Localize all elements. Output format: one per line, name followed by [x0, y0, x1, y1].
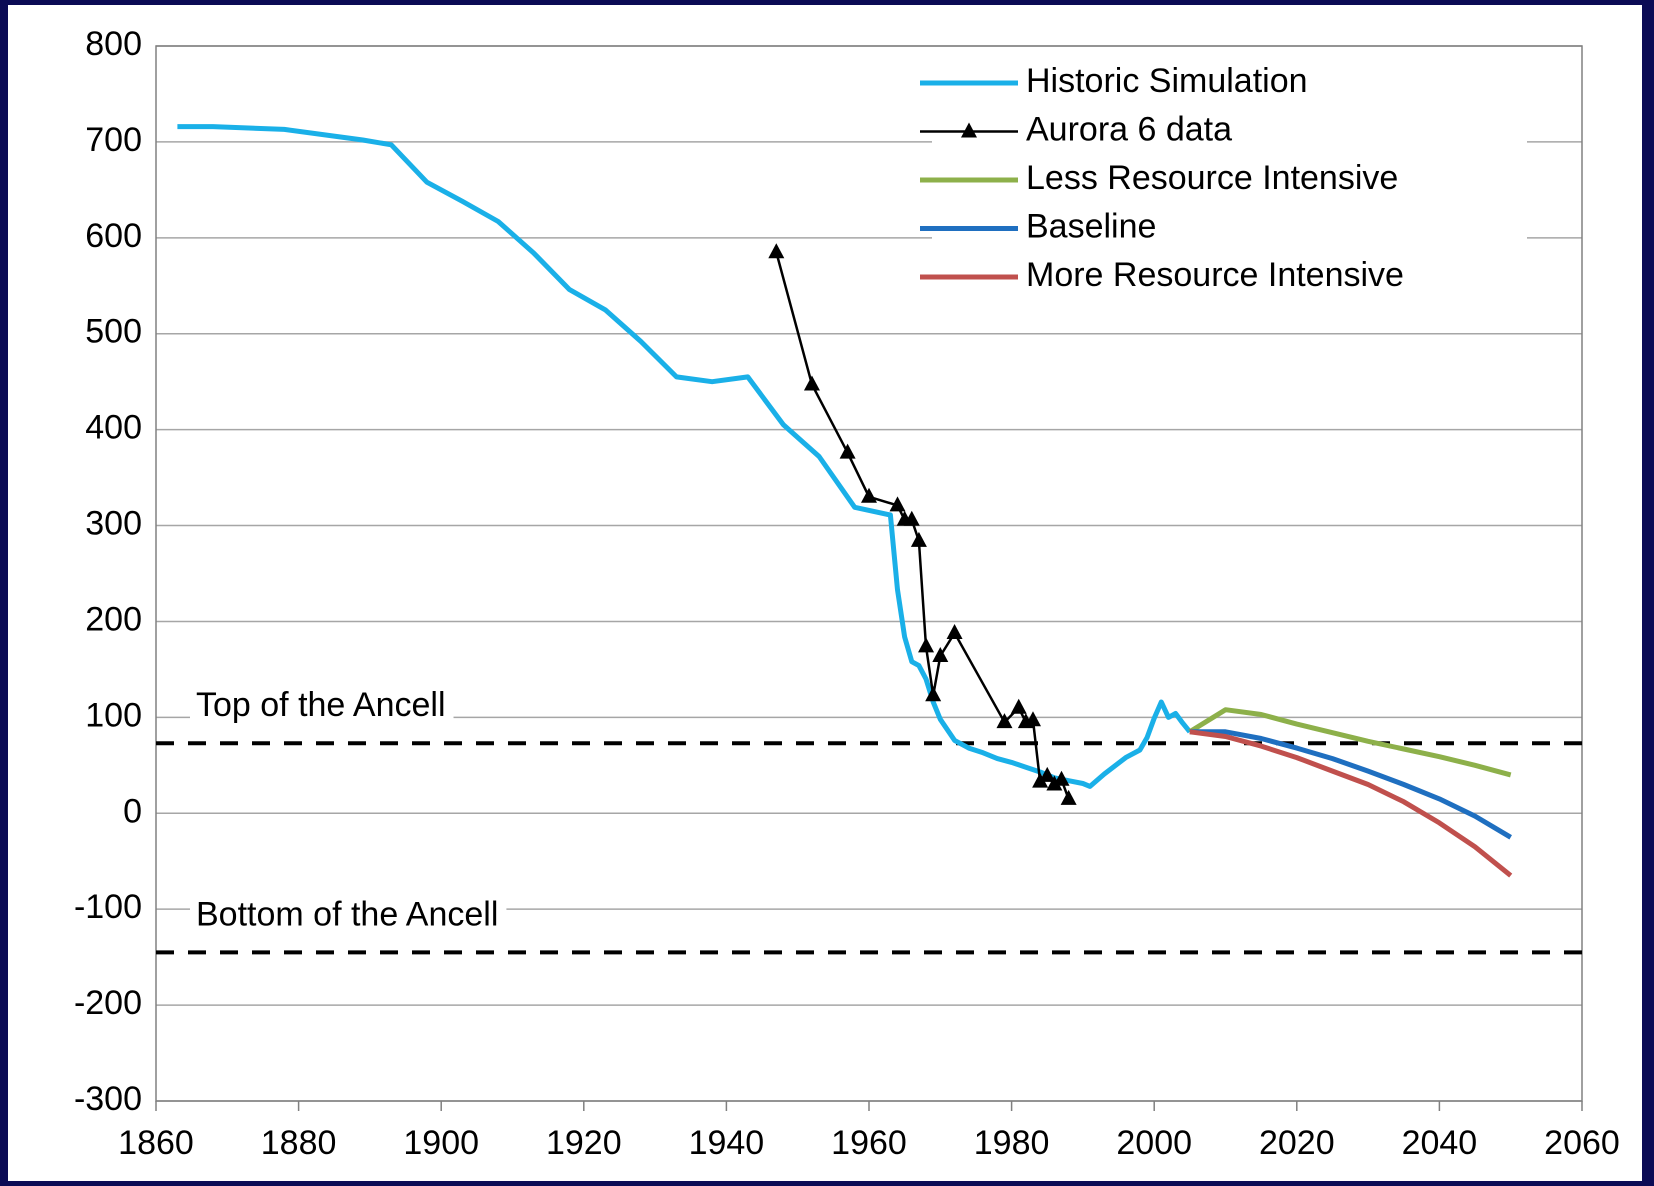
series-line — [1188, 707, 1512, 778]
marker — [768, 243, 785, 259]
x-tick-label: 1880 — [261, 1124, 337, 1162]
marker — [803, 375, 820, 391]
label-background — [190, 892, 507, 937]
marker — [903, 510, 920, 526]
y-tick-label: 200 — [85, 600, 142, 638]
marker — [910, 531, 927, 547]
x-tick-label: 2060 — [1544, 1124, 1620, 1162]
series-line — [177, 124, 1192, 789]
series-line — [1189, 729, 1512, 840]
x-tick-label: 2000 — [1116, 1124, 1192, 1162]
legend-box — [932, 55, 1527, 318]
marker — [1053, 770, 1070, 786]
y-tick-label: 100 — [85, 696, 142, 734]
y-tick-label: 800 — [85, 25, 142, 63]
legend-label: Historic Simulation — [1026, 62, 1308, 100]
marker — [1046, 775, 1063, 791]
y-tick-label: 600 — [85, 217, 142, 255]
legend-label: More Resource Intensive — [1026, 256, 1404, 294]
marker — [1024, 711, 1041, 727]
y-tick-label: 0 — [123, 792, 142, 830]
marker — [839, 443, 856, 459]
plot-border — [155, 45, 1583, 1102]
legend-label: Less Resource Intensive — [1026, 159, 1398, 197]
marker — [1032, 772, 1049, 788]
label-background — [190, 683, 454, 728]
legend-label: Aurora 6 data — [1026, 110, 1232, 148]
x-tick-label: 2020 — [1259, 1124, 1335, 1162]
x-tick-label: 1960 — [831, 1124, 907, 1162]
y-tick-label: -300 — [74, 1080, 142, 1118]
y-tick-label: -100 — [74, 888, 142, 926]
marker — [946, 623, 963, 639]
marker — [1039, 766, 1056, 782]
reference-label: Bottom of the Ancell — [196, 895, 498, 933]
x-tick-label: 1980 — [974, 1124, 1050, 1162]
y-tick-label: 300 — [85, 505, 142, 543]
marker — [1060, 789, 1077, 805]
y-tick-label: 400 — [85, 409, 142, 447]
x-tick-label: 1940 — [689, 1124, 765, 1162]
x-tick-label: 1860 — [118, 1124, 194, 1162]
marker — [932, 646, 949, 662]
y-tick-label: 700 — [85, 121, 142, 159]
series-line — [1189, 729, 1513, 878]
x-tick-label: 1920 — [546, 1124, 622, 1162]
marker — [918, 637, 935, 653]
marker — [861, 487, 877, 503]
x-tick-label: 2040 — [1402, 1124, 1478, 1162]
marker — [889, 496, 906, 512]
reference-label: Top of the Ancell — [196, 686, 446, 724]
marker — [1010, 698, 1027, 714]
legend-marker — [961, 122, 977, 138]
y-tick-label: -200 — [74, 984, 142, 1022]
marker — [996, 713, 1013, 729]
y-tick-label: 500 — [85, 313, 142, 351]
marker — [925, 686, 942, 702]
x-tick-label: 1900 — [403, 1124, 479, 1162]
legend-label: Baseline — [1026, 207, 1156, 245]
